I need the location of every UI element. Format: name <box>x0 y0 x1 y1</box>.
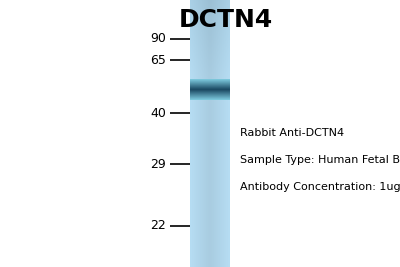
Text: 65: 65 <box>150 54 166 66</box>
Text: Antibody Concentration: 1ug/mL: Antibody Concentration: 1ug/mL <box>240 182 400 192</box>
Text: 40: 40 <box>150 107 166 120</box>
Text: 22: 22 <box>150 219 166 232</box>
Text: 90: 90 <box>150 32 166 45</box>
Text: Rabbit Anti-DCTN4: Rabbit Anti-DCTN4 <box>240 128 344 139</box>
Text: Sample Type: Human Fetal Brain: Sample Type: Human Fetal Brain <box>240 155 400 165</box>
Text: 29: 29 <box>150 158 166 171</box>
Text: DCTN4: DCTN4 <box>179 8 273 32</box>
